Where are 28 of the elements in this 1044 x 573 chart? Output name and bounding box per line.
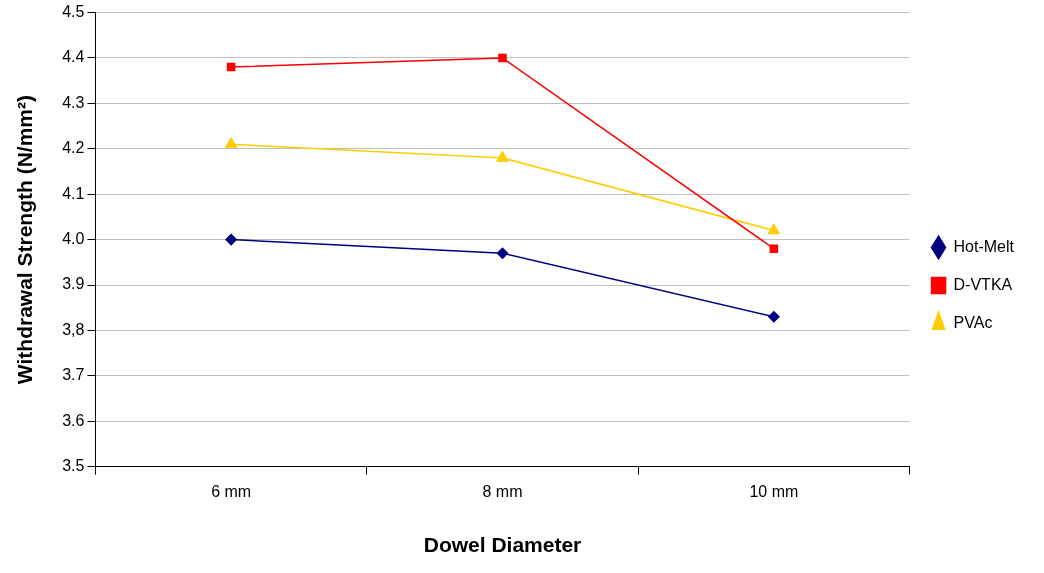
point <box>496 151 509 162</box>
y-tick-label: 4.4 <box>62 48 85 66</box>
point <box>496 247 509 259</box>
legend-label: D-VTKA <box>953 275 1013 293</box>
legend-label: PVAc <box>953 313 993 331</box>
point <box>225 137 238 149</box>
x-axis-title: Dowel Diameter <box>423 533 582 557</box>
y-tick-label: 3.6 <box>62 411 85 429</box>
y-tick-label: 3.9 <box>62 275 85 293</box>
point <box>498 53 507 63</box>
point <box>769 244 779 253</box>
point <box>768 311 780 323</box>
y-tick-label: 4.5 <box>62 3 85 21</box>
x-tick-label: 8 mm <box>482 482 523 500</box>
x-tick-label: 6 mm <box>211 482 252 500</box>
y-tick-label: 3.7 <box>62 366 85 384</box>
y-tick-label: 4.2 <box>62 139 85 157</box>
y-tick-label: 4.0 <box>62 230 85 248</box>
legend-label: Hot-Melt <box>953 237 1015 255</box>
y-axis-title: Withdrawal Strength (N/mm²) <box>13 95 37 385</box>
y-tick-label: 4.1 <box>62 184 85 202</box>
point <box>226 62 236 72</box>
point <box>767 223 780 235</box>
point <box>225 233 237 246</box>
x-tick-label: 10 mm <box>749 482 799 500</box>
y-tick-label: 3.5 <box>62 457 85 475</box>
y-tick-label: 4.3 <box>62 93 85 111</box>
y-tick-label: 3,8 <box>62 320 85 338</box>
